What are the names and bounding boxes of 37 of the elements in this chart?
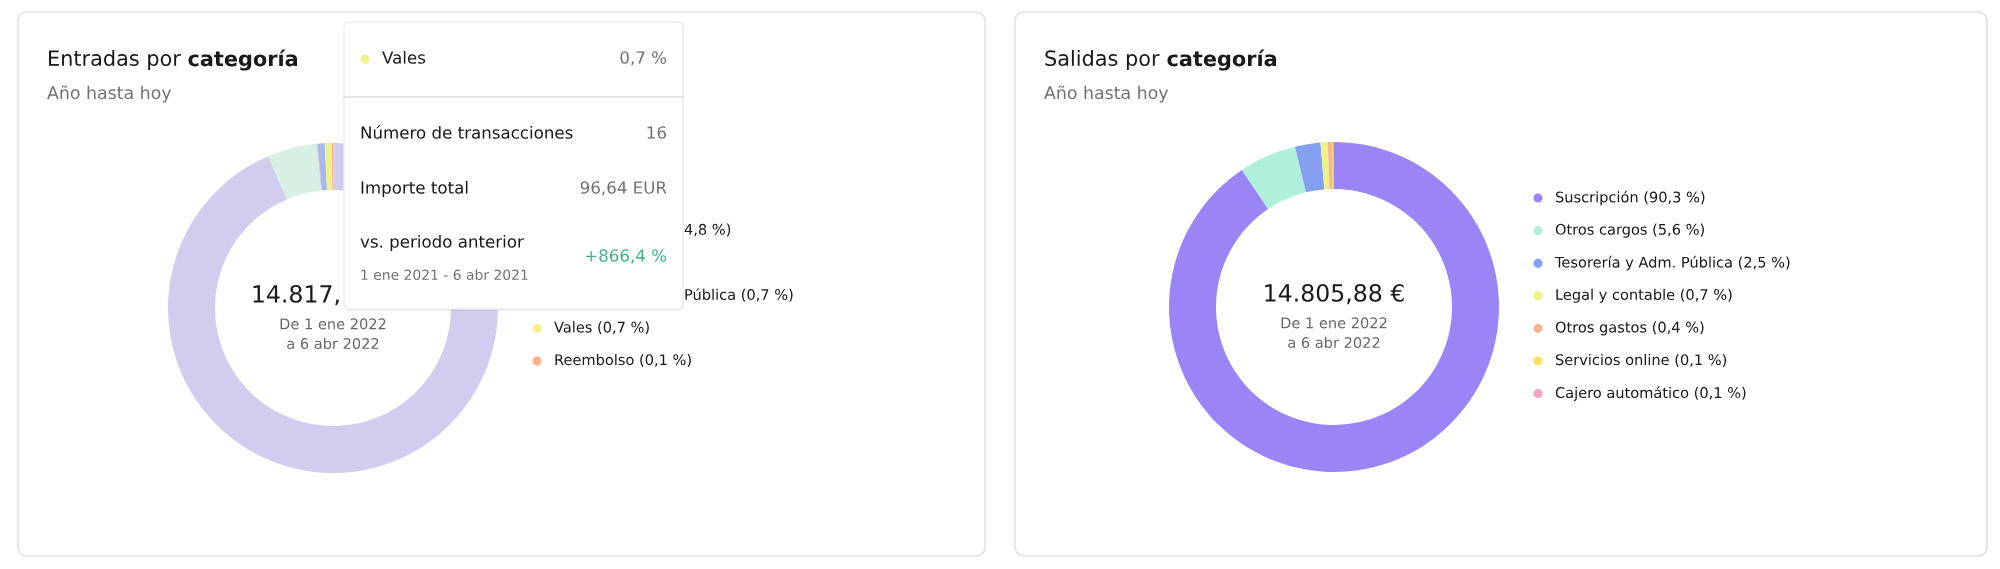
text: Número de transacciones xyxy=(361,125,573,139)
donut-slice xyxy=(1320,142,1330,190)
legend-label: Cajero automático (0,1 %) xyxy=(1555,386,1746,401)
legend-label: Otros gastos (0,4 %) xyxy=(1555,321,1704,336)
donut-slice xyxy=(1294,142,1325,193)
legend-label: Tesorería y Adm. Pública (2,5 %) xyxy=(1554,255,1790,271)
text: 1 ene 2021 - 6 abr 2021 xyxy=(361,269,528,281)
chart-title: Salidas por categoría xyxy=(1045,49,1277,71)
donut-slice xyxy=(268,143,322,200)
chart-subtitle: Año hasta hoy xyxy=(47,85,172,103)
donut-slice xyxy=(316,143,322,191)
text: De 1 ene 2022 a 6 abr 2022 xyxy=(1281,317,1387,349)
donut-slice xyxy=(1169,142,1499,472)
text: Vales xyxy=(382,50,426,64)
legend-label: Otros cargos (5,6 %) xyxy=(1555,223,1704,238)
text: +866,4 % xyxy=(585,249,667,264)
text: Pública (0,7 %) xyxy=(685,288,793,302)
donut-slice xyxy=(1327,142,1333,190)
legend-label: Reembolso (0,1 %) xyxy=(555,353,691,367)
donut-slice xyxy=(317,143,328,191)
chart-title: Entradas por categoría xyxy=(49,49,298,71)
text: 96,64 EUR xyxy=(580,181,667,196)
text: 14.805,88 € xyxy=(1265,283,1404,305)
text: Importe total xyxy=(361,180,468,198)
text: vs. periodo anterior xyxy=(360,234,524,252)
donut-slice xyxy=(1241,146,1307,210)
legend-label: Servicios online (0,1 %) xyxy=(1555,353,1727,367)
chart-subtitle: Año hasta hoy xyxy=(1044,85,1169,103)
text: 14.817, xyxy=(253,284,339,306)
donut-slice xyxy=(324,143,333,191)
legend-label: Legal y contable (0,7 %) xyxy=(1556,288,1732,303)
text: De 1 ene 2022 a 6 abr 2022 xyxy=(280,318,386,350)
text: 4,8 %) xyxy=(684,223,731,237)
text: 16 xyxy=(647,126,666,139)
text: 0,7 % xyxy=(620,51,667,66)
legend-label: Vales (0,7 %) xyxy=(554,321,649,335)
legend-label: Suscripción (90,3 %) xyxy=(1555,190,1705,206)
